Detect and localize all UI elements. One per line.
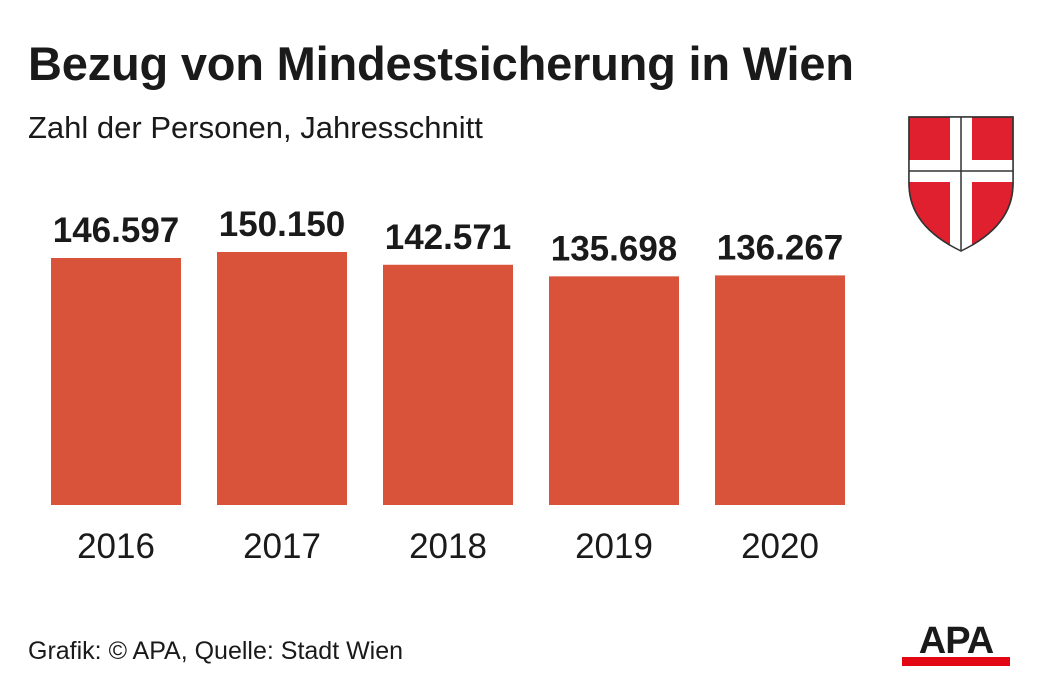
value-label-2017: 150.150 [219, 205, 346, 244]
category-label-2017: 2017 [243, 527, 321, 566]
category-label-2019: 2019 [575, 527, 653, 566]
bar-2018 [383, 264, 513, 505]
vienna-coat-of-arms-icon [908, 116, 1014, 252]
svg-text:APA: APA [919, 620, 994, 662]
value-label-2018: 142.571 [385, 218, 512, 257]
chart-title: Bezug von Mindestsicherung in Wien [28, 37, 854, 90]
bar-2020 [715, 275, 845, 505]
category-label-2016: 2016 [77, 527, 155, 566]
value-label-2020: 136.267 [717, 228, 844, 267]
source-note: Grafik: © APA, Quelle: Stadt Wien [28, 637, 404, 665]
value-label-2016: 146.597 [53, 211, 180, 250]
apa-logo: APA [902, 620, 1010, 666]
bar-2017 [217, 252, 347, 505]
bar-2016 [51, 257, 181, 505]
chart-subtitle: Zahl der Personen, Jahresschnitt [28, 110, 483, 145]
category-label-2020: 2020 [741, 527, 819, 566]
value-label-2019: 135.698 [551, 229, 678, 268]
category-label-2018: 2018 [409, 527, 487, 566]
bar-2019 [549, 276, 679, 505]
